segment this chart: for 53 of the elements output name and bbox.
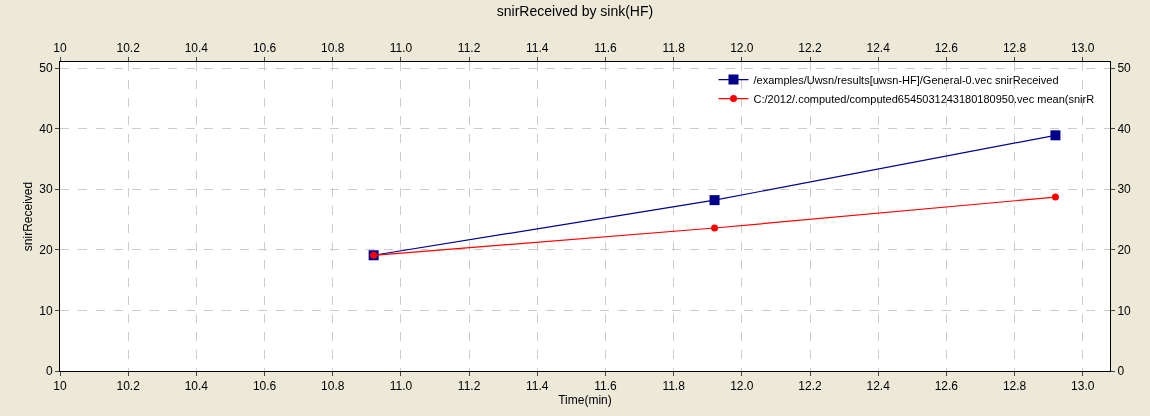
x2-tick-label: 11.4 bbox=[526, 379, 549, 394]
x2-tick-label: 10.8 bbox=[321, 379, 345, 394]
point bbox=[1051, 193, 1059, 201]
y2-tick-label: 40 bbox=[1117, 121, 1132, 136]
point bbox=[1050, 130, 1061, 141]
y-tick-label: 20 bbox=[39, 243, 53, 258]
x2-tick-label: 13.0 bbox=[1071, 379, 1095, 394]
x-tick-label: 10.6 bbox=[252, 41, 277, 56]
x-tick-label: 12.4 bbox=[866, 41, 891, 56]
y2-tick-label: 10 bbox=[1117, 303, 1132, 318]
y-tick-label: 40 bbox=[39, 121, 53, 136]
x2-tick-label: 10.2 bbox=[116, 379, 141, 394]
x2-tick-label: 12.4 bbox=[866, 379, 891, 394]
x-tick-label: 11.8 bbox=[662, 41, 686, 56]
x2-tick-label: 12.0 bbox=[730, 379, 754, 394]
x-tick-label: 10.8 bbox=[321, 41, 345, 56]
x-tick-label: 10.4 bbox=[184, 41, 209, 56]
y2-tick-label: 50 bbox=[1117, 61, 1132, 76]
x2-tick-label: 11.0 bbox=[389, 379, 413, 394]
x2-tick-label: 10.6 bbox=[252, 379, 277, 394]
x2-tick-label: 10.4 bbox=[184, 379, 209, 394]
x2-tick-label: 10 bbox=[53, 379, 67, 394]
y2-tick-label: 30 bbox=[1117, 182, 1132, 197]
x-tick-label: 12.2 bbox=[798, 41, 822, 56]
x2-tick-label: 12.2 bbox=[798, 379, 822, 394]
x-axis-title: Time(min) bbox=[558, 393, 612, 408]
chart-title: snirReceived by sink(HF) bbox=[496, 3, 654, 20]
x2-tick-label: 12.6 bbox=[934, 379, 959, 394]
y-axis-title: snirReceived bbox=[20, 181, 35, 252]
y-tick-label: 30 bbox=[39, 182, 53, 197]
y-tick-label: 50 bbox=[39, 61, 53, 76]
point bbox=[711, 224, 719, 232]
x2-tick-label: 11.8 bbox=[662, 379, 686, 394]
x2-tick-label: 11.2 bbox=[457, 379, 481, 394]
y2-tick-label: 20 bbox=[1117, 243, 1132, 258]
legend-label: C:/2012/.computed/computed6545031243180180950.vec mean(snirR bbox=[753, 92, 1095, 105]
x-tick-label: 13.0 bbox=[1071, 41, 1095, 56]
x-tick-label: 11.2 bbox=[457, 41, 481, 56]
x-tick-label: 11.6 bbox=[594, 41, 618, 56]
x-tick-label: 11.0 bbox=[389, 41, 413, 56]
y-tick-label: 0 bbox=[45, 364, 53, 379]
y2-tick-label: 0 bbox=[1117, 364, 1125, 379]
x2-tick-label: 12.8 bbox=[1002, 379, 1027, 394]
x-tick-label: 10.2 bbox=[116, 41, 141, 56]
x-tick-label: 12.6 bbox=[934, 41, 959, 56]
point bbox=[709, 195, 720, 206]
x-tick-label: 12.0 bbox=[730, 41, 754, 56]
x-tick-label: 12.8 bbox=[1002, 41, 1027, 56]
x2-tick-label: 11.6 bbox=[594, 379, 618, 394]
x-tick-label: 10 bbox=[53, 41, 67, 56]
legend-label: /examples/Uwsn/results[uwsn-HF]/General-0.vec snirReceived bbox=[753, 73, 1059, 86]
x-tick-label: 11.4 bbox=[526, 41, 549, 56]
y-tick-label: 10 bbox=[39, 303, 53, 318]
